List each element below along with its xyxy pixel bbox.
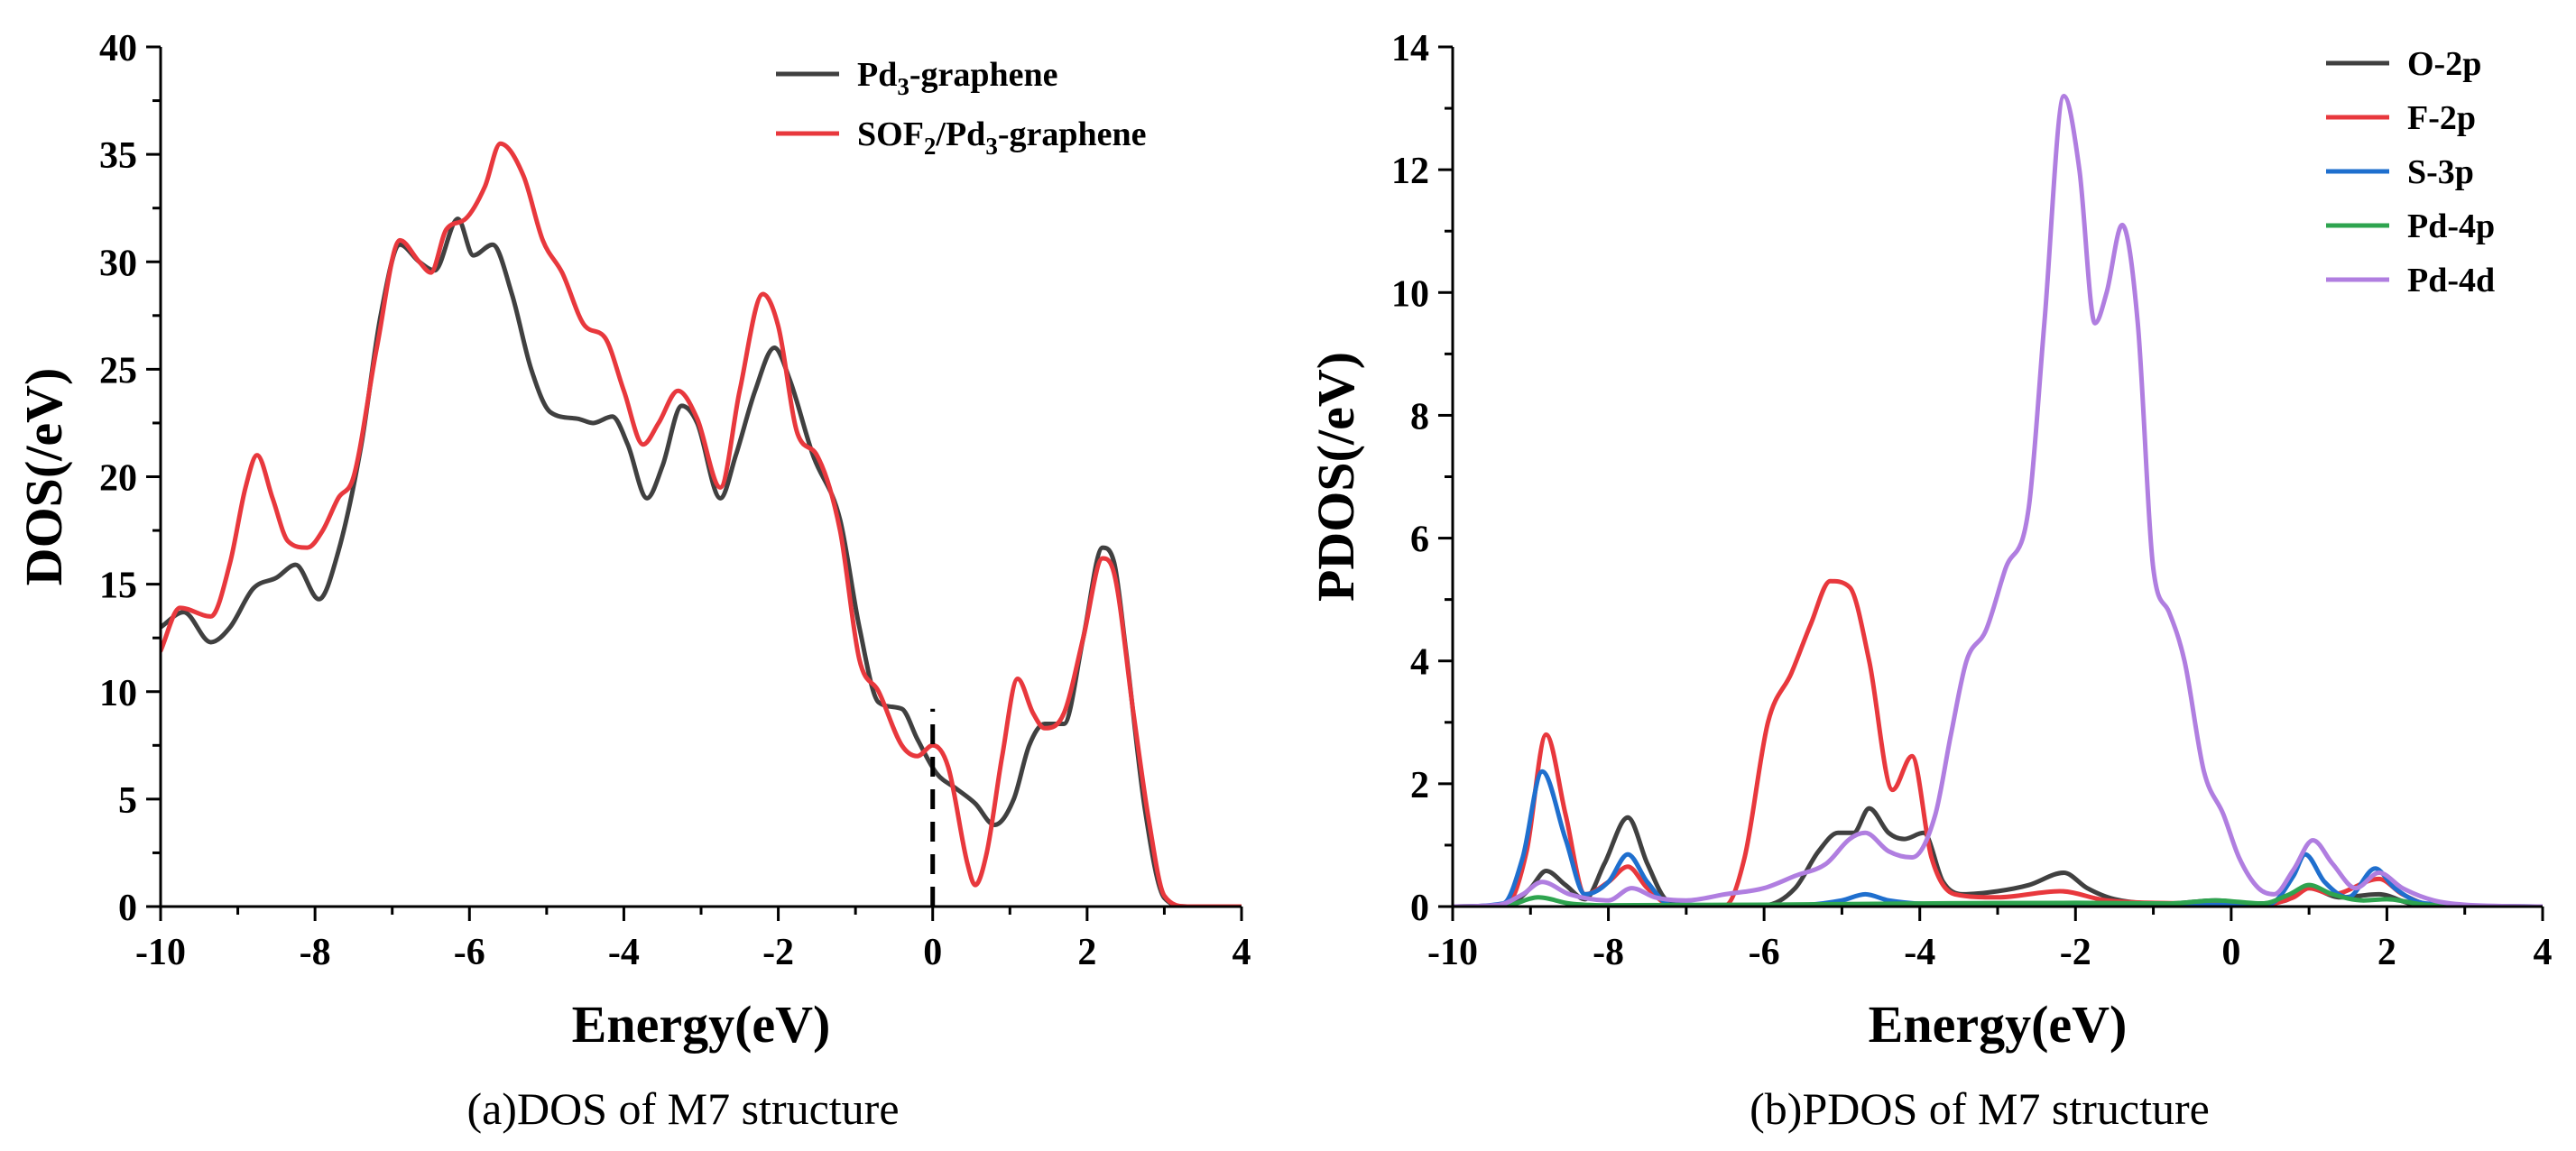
legend-text-part: Pd-4p xyxy=(2407,207,2495,245)
chart-b-x-tick-label: -6 xyxy=(1749,932,1780,973)
legend-text-part: -graphene xyxy=(909,56,1058,94)
chart-a-x-tick-label: -4 xyxy=(608,932,640,973)
chart-b-y-tick-label: 2 xyxy=(1410,765,1429,806)
chart-b-x-tick-label: -4 xyxy=(1904,932,1935,973)
chart-b-legend-label: S-3p xyxy=(2407,153,2474,191)
legend-subscript: 3 xyxy=(897,73,909,100)
chart-b-series-group xyxy=(1453,93,2543,907)
chart-a-legend-label: Pd3-graphene xyxy=(857,56,1058,100)
chart-a-y-tick-label: 35 xyxy=(99,135,137,177)
chart-a-y-axis-title: DOS(/eV) xyxy=(14,368,73,586)
chart-b-series-f-2p-line xyxy=(1453,578,2543,907)
chart-a-y-tick-label: 15 xyxy=(99,566,137,607)
chart-b-x-axis-title: Energy(eV) xyxy=(1869,995,2128,1054)
legend-subscript: 2 xyxy=(924,133,937,160)
chart-b-y-tick-label: 0 xyxy=(1410,888,1429,929)
chart-a-y-tick-label: 20 xyxy=(99,458,137,500)
legend-text-part: O-2p xyxy=(2407,45,2481,83)
chart-a-caption: (a)DOS of M7 structure xyxy=(466,1083,899,1134)
chart-a-x-tick-label: -6 xyxy=(454,932,485,973)
legend-subscript: 3 xyxy=(985,133,998,160)
chart-b-y-tick-label: 8 xyxy=(1410,396,1429,437)
chart-b-x-tick-label: -10 xyxy=(1427,932,1478,973)
chart-b-series-o-2p-line xyxy=(1453,806,2543,907)
chart-b-legend-label: F-2p xyxy=(2407,99,2476,137)
chart-b-x-tick-label: 0 xyxy=(2221,932,2240,973)
chart-b-caption: (b)PDOS of M7 structure xyxy=(1750,1083,2210,1134)
legend-text-part: Pd xyxy=(857,56,897,94)
legend-text-part: -graphene xyxy=(998,115,1147,153)
chart-b-series-pd-4d-line xyxy=(1453,93,2543,907)
chart-a-dos: -10 -8 -6 -4 -2 0 2 40510152025303540Energy(eV)… xyxy=(14,28,1251,1134)
chart-a-series-pd3-graphene-line xyxy=(161,216,1242,907)
chart-b-y-tick-label: 10 xyxy=(1391,273,1429,315)
chart-b-x-tick-label: 4 xyxy=(2534,932,2553,973)
chart-a-y-tick-label: 10 xyxy=(99,673,137,714)
legend-text-part: /Pd xyxy=(935,115,985,153)
chart-a-x-axis-title: Energy(eV) xyxy=(572,995,831,1054)
chart-b-x-tick-label: -2 xyxy=(2060,932,2091,973)
chart-a-legend-label: SOF2/Pd3-graphene xyxy=(857,115,1146,160)
chart-a-y-tick-label: 0 xyxy=(118,888,137,929)
legend-text-part: S-3p xyxy=(2407,153,2474,191)
chart-a-y-tick-label: 30 xyxy=(99,243,137,284)
legend-text-part: SOF xyxy=(857,115,924,153)
chart-b-x-tick-label: 2 xyxy=(2377,932,2396,973)
chart-a-y-tick-label: 25 xyxy=(99,350,137,391)
chart-a-x-tick-label: 2 xyxy=(1077,932,1096,973)
chart-a-y-tick-label: 5 xyxy=(118,780,137,822)
chart-a-y-tick-label: 40 xyxy=(99,28,137,69)
chart-a-x-tick-label: -2 xyxy=(762,932,794,973)
legend-text-part: F-2p xyxy=(2407,99,2476,137)
chart-b-y-tick-label: 14 xyxy=(1391,28,1429,69)
chart-a-x-tick-label: 0 xyxy=(923,932,942,973)
chart-b-pdos: -10 -8 -6 -4 -2 0 2 4 0 2 4 6 8 10 12 14 Energy(eV) PDOS(… xyxy=(1306,28,2553,1134)
chart-a-x-tick-label: 4 xyxy=(1233,932,1251,973)
legend-text-part: Pd-4d xyxy=(2407,262,2495,299)
chart-b-legend-label: Pd-4d xyxy=(2407,262,2495,299)
chart-b-y-axis-title: PDOS(/eV) xyxy=(1306,352,1365,602)
chart-b-series-pd-4p-line xyxy=(1453,882,2543,907)
chart-b-y-tick-label: 12 xyxy=(1391,151,1429,192)
chart-a-x-tick-label: -8 xyxy=(300,932,331,973)
chart-b-legend-label: Pd-4p xyxy=(2407,207,2495,245)
chart-b-legend-label: O-2p xyxy=(2407,45,2481,83)
chart-a-series-group xyxy=(161,141,1242,907)
chart-a-x-tick-label: -10 xyxy=(135,932,186,973)
chart-b-x-tick-label: -8 xyxy=(1593,932,1624,973)
chart-a-series-sof2-pd3-graphene-line xyxy=(161,141,1242,907)
chart-b-y-tick-label: 4 xyxy=(1410,642,1429,684)
chart-b-y-tick-label: 6 xyxy=(1410,520,1429,561)
